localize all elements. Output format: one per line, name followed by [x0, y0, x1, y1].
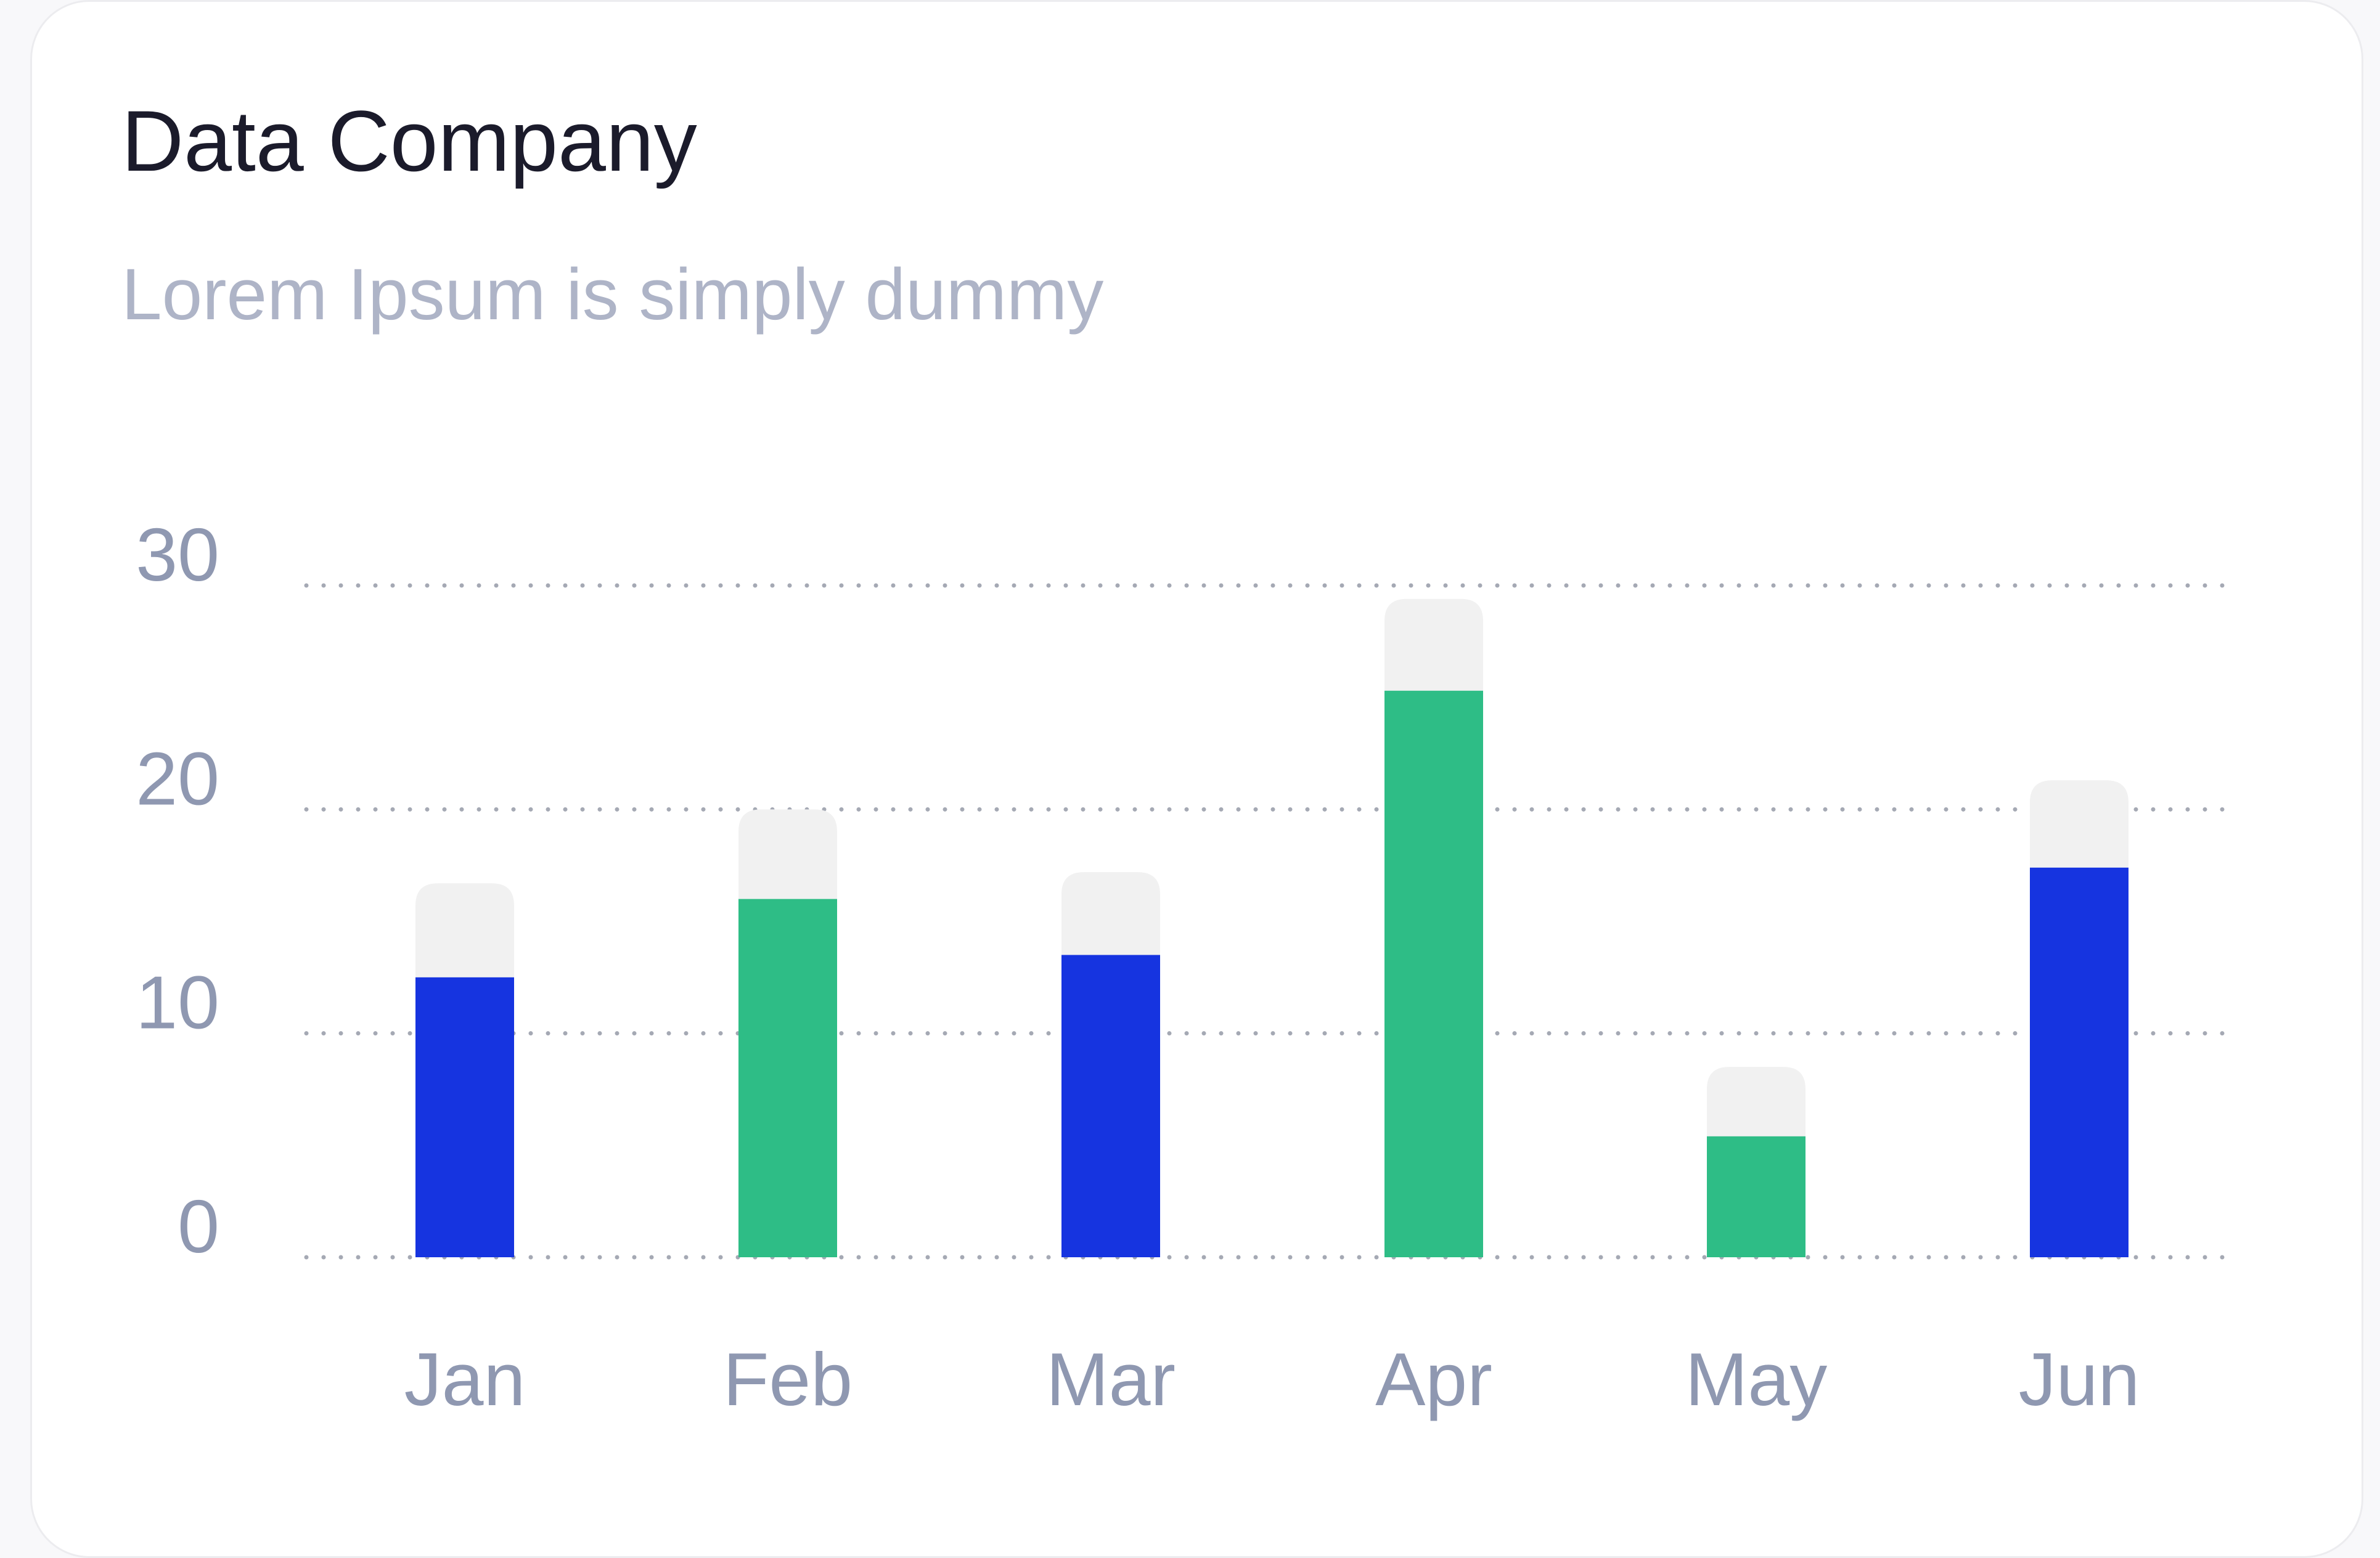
bar-may[interactable]	[1707, 1136, 1805, 1257]
bar-apr[interactable]	[1384, 690, 1483, 1257]
bar-feb[interactable]	[738, 899, 837, 1257]
x-tick-label-apr: Apr	[1375, 1337, 1492, 1421]
bar-mar[interactable]	[1061, 955, 1160, 1258]
x-tick-label-mar: Mar	[1046, 1337, 1176, 1421]
y-tick-label: 20	[136, 736, 219, 820]
x-tick-label-may: May	[1685, 1337, 1827, 1421]
card-subtitle: Lorem Ipsum is simply dummy	[121, 254, 1104, 335]
bar-jun[interactable]	[2030, 867, 2129, 1257]
x-tick-label-feb: Feb	[723, 1337, 853, 1421]
y-tick-label: 10	[136, 961, 219, 1045]
x-tick-label-jan: Jan	[404, 1337, 526, 1421]
card-title: Data Company	[121, 92, 697, 189]
x-tick-label-jun: Jun	[2019, 1337, 2140, 1421]
y-tick-label: 0	[178, 1185, 219, 1268]
chart-card	[30, 0, 2363, 1558]
bar-jan[interactable]	[415, 977, 514, 1257]
y-tick-label: 30	[136, 513, 219, 597]
